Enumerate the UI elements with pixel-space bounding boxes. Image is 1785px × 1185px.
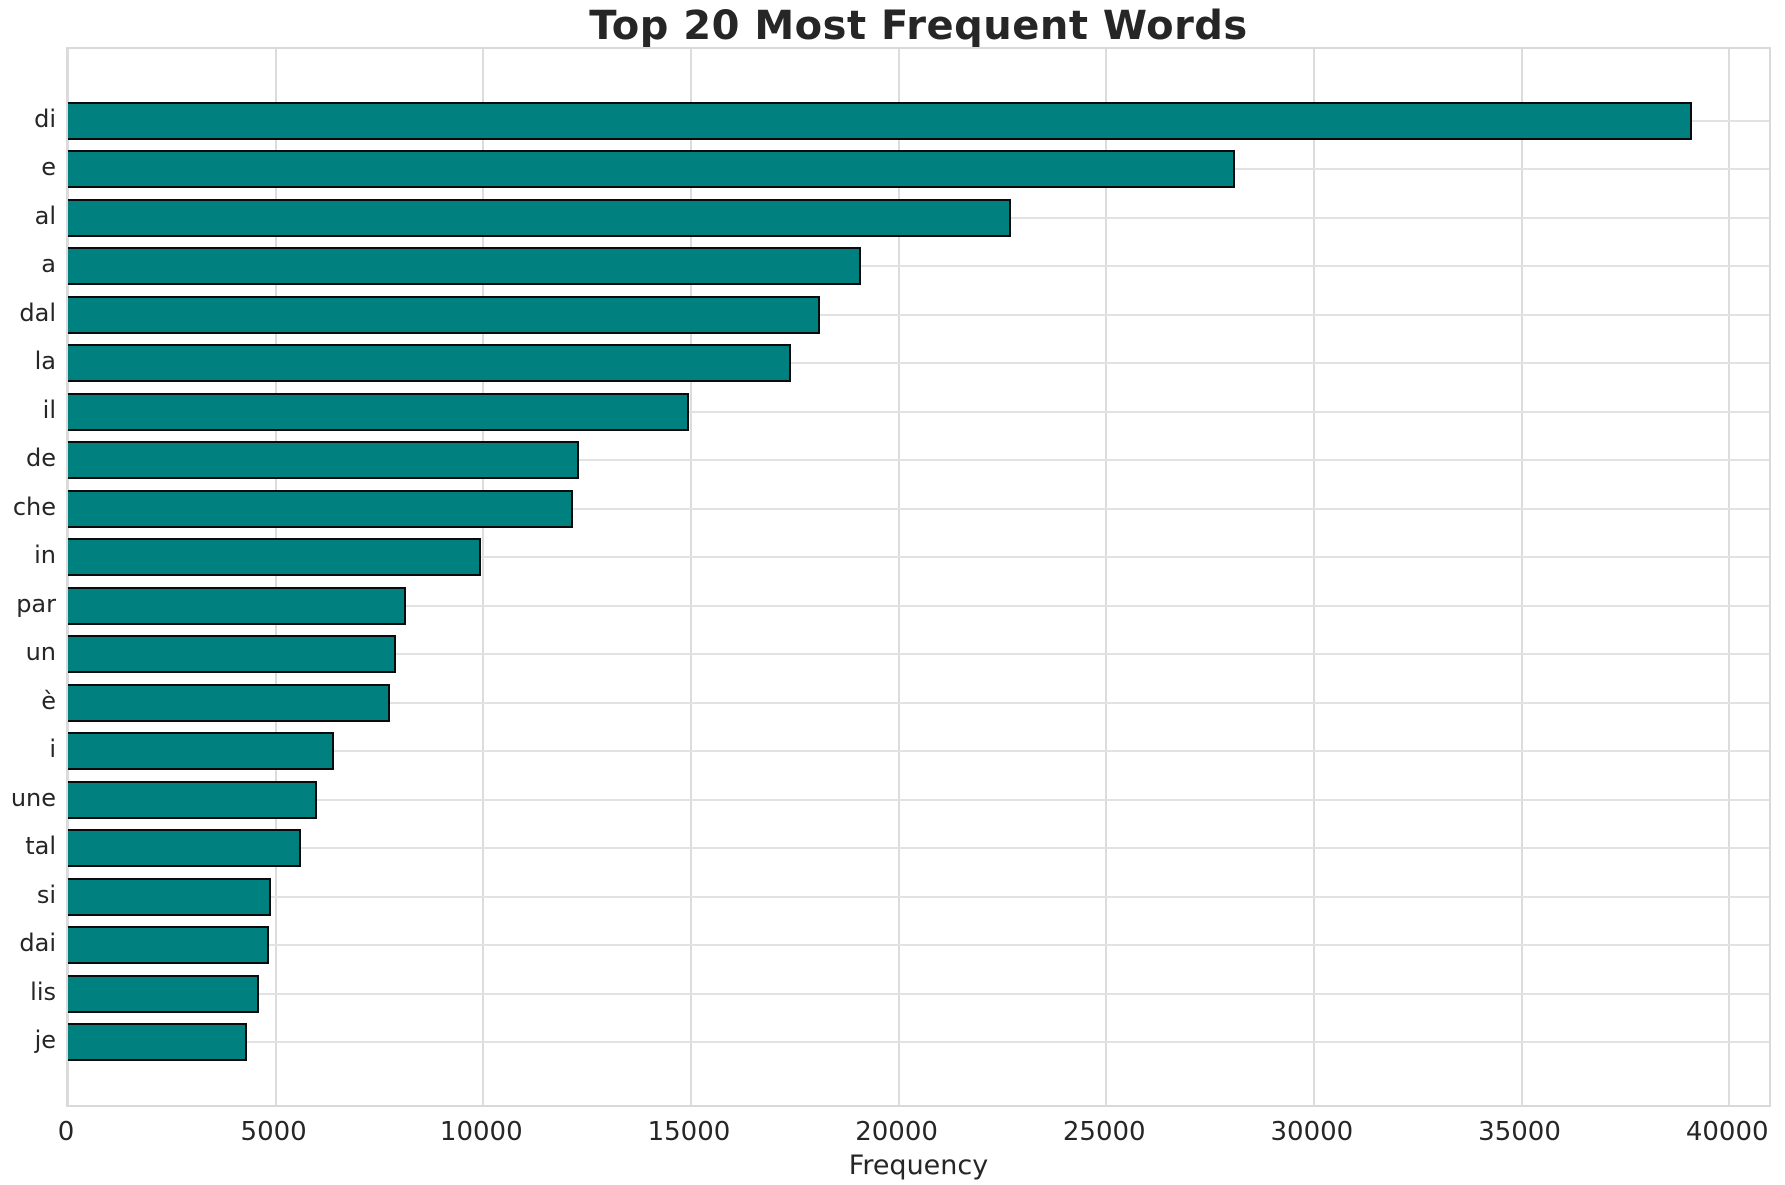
y-gridline-je <box>68 1041 1769 1043</box>
y-tick-label-la: la <box>34 347 56 376</box>
y-tick-label-i: i <box>49 735 56 764</box>
y-gridline-dal <box>68 313 1769 316</box>
y-gridline-de <box>68 459 1769 462</box>
x-axis-label: Frequency <box>848 1150 989 1181</box>
y-gridline-par <box>68 604 1769 607</box>
x-gridline-5000 <box>274 49 277 1105</box>
bar-il <box>68 392 689 431</box>
y-tick-label-al: al <box>34 201 56 230</box>
y-gridline-il <box>68 410 1769 413</box>
y-gridline-a <box>68 265 1769 268</box>
x-tick-label-25000: 25000 <box>1062 1117 1146 1147</box>
x-gridline-15000 <box>689 49 692 1105</box>
bar-de <box>68 441 579 480</box>
bar-è <box>68 683 390 722</box>
x-gridline-40000 <box>1728 49 1731 1105</box>
y-tick-label-di: di <box>34 105 56 133</box>
bar-che <box>68 489 573 528</box>
bar-dal <box>68 295 820 334</box>
y-gridline-un <box>68 653 1769 656</box>
x-tick-label-40000: 40000 <box>1685 1117 1769 1147</box>
x-gridline-30000 <box>1312 49 1315 1105</box>
x-gridline-25000 <box>1105 49 1108 1105</box>
bar-je <box>68 1023 247 1061</box>
bar-e <box>68 150 1235 189</box>
y-gridline-in <box>68 556 1769 559</box>
chart-title: Top 20 Most Frequent Words <box>589 3 1248 49</box>
y-gridline-tal <box>68 847 1769 850</box>
x-tick-label-15000: 15000 <box>647 1117 731 1147</box>
x-tick-label-35000: 35000 <box>1478 1117 1561 1147</box>
y-tick-label-un: un <box>25 638 56 667</box>
x-tick-label-0: 0 <box>57 1117 75 1147</box>
y-tick-label-par: par <box>16 589 56 618</box>
y-tick-label-une: une <box>10 783 56 812</box>
bar-la <box>68 344 791 383</box>
x-tick-label-30000: 30000 <box>1270 1117 1354 1147</box>
bar-si <box>68 877 272 916</box>
y-gridline-la <box>68 362 1769 365</box>
bar-i <box>68 732 334 771</box>
y-tick-label-je: je <box>34 1026 56 1054</box>
y-tick-label-tal: tal <box>25 832 56 861</box>
y-tick-label-de: de <box>26 444 56 473</box>
y-tick-label-dai: dai <box>19 929 56 958</box>
y-tick-label-a: a <box>41 250 56 279</box>
y-gridline-une <box>68 798 1769 801</box>
y-gridline-dai <box>68 944 1769 947</box>
x-gridline-0 <box>67 49 69 1105</box>
plot-area <box>66 47 1771 1107</box>
bar-un <box>68 635 397 674</box>
x-tick-label-20000: 20000 <box>855 1117 938 1147</box>
bar-lis <box>68 974 260 1013</box>
y-tick-label-in: in <box>34 541 56 570</box>
x-gridline-10000 <box>482 49 485 1105</box>
y-tick-label-è: è <box>41 686 56 715</box>
y-tick-label-il: il <box>42 395 56 424</box>
y-tick-label-lis: lis <box>30 977 56 1006</box>
y-tick-label-e: e <box>41 153 56 182</box>
y-tick-label-dal: dal <box>19 298 56 327</box>
y-gridline-si <box>68 895 1769 898</box>
bar-dai <box>68 926 270 965</box>
x-gridline-20000 <box>897 49 900 1105</box>
y-gridline-i <box>68 750 1769 753</box>
bar-une <box>68 780 318 819</box>
y-gridline-lis <box>68 992 1769 995</box>
bar-par <box>68 586 407 625</box>
x-tick-label-10000: 10000 <box>439 1117 523 1147</box>
y-gridline-che <box>68 507 1769 510</box>
bar-al <box>68 198 1011 237</box>
bar-in <box>68 538 482 577</box>
x-tick-label-5000: 5000 <box>240 1117 307 1147</box>
bar-a <box>68 247 862 286</box>
bar-di <box>68 102 1692 140</box>
x-gridline-35000 <box>1520 49 1523 1105</box>
bar-tal <box>68 829 301 868</box>
y-tick-label-che: che <box>12 492 56 521</box>
y-gridline-è <box>68 701 1769 704</box>
y-tick-label-si: si <box>36 880 56 909</box>
